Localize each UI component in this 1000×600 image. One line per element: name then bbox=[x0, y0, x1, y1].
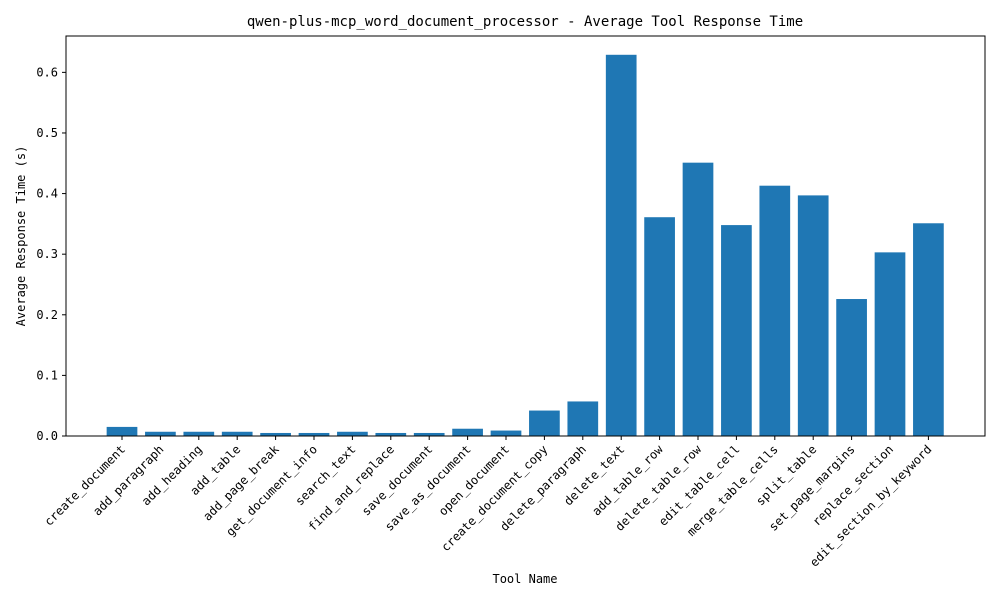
y-tick-label: 0.3 bbox=[36, 247, 58, 261]
bar-add-heading bbox=[183, 431, 215, 436]
x-tick-label: open_document bbox=[436, 442, 512, 518]
x-tick-label: save_document bbox=[359, 442, 435, 518]
bar-add-table bbox=[221, 431, 253, 436]
bar-merge-table-cells bbox=[759, 185, 791, 436]
bar-edit-section-by-keyword bbox=[913, 223, 944, 436]
y-tick-label: 0.0 bbox=[36, 429, 58, 443]
plot-frame bbox=[65, 35, 986, 437]
y-tick-label: 0.6 bbox=[36, 65, 58, 79]
bar-save-document bbox=[413, 432, 445, 436]
bars-group bbox=[106, 54, 944, 437]
bar-edit-table-cell bbox=[721, 225, 752, 436]
y-tick-label: 0.2 bbox=[36, 308, 58, 322]
y-axis: 0.0 0.1 0.2 0.3 0.4 0.5 0.6 bbox=[36, 65, 66, 443]
bar-open-document bbox=[490, 430, 522, 436]
bar-search-text bbox=[337, 431, 368, 436]
y-tick-label: 0.4 bbox=[36, 187, 58, 201]
x-tick-label: add_paragraph bbox=[90, 442, 166, 518]
chart-title: qwen-plus-mcp_word_document_processor - … bbox=[247, 14, 803, 30]
bar-create-document bbox=[106, 426, 138, 436]
bar-delete-paragraph bbox=[567, 401, 599, 436]
y-tick-label: 0.1 bbox=[36, 368, 58, 382]
bar-add-page-break bbox=[260, 432, 291, 436]
bar-add-table-row bbox=[644, 217, 675, 436]
bar-delete-text bbox=[605, 54, 637, 436]
bar-add-paragraph bbox=[145, 431, 176, 436]
x-tick-label: add_table_row bbox=[589, 442, 666, 519]
bar-create-document-copy bbox=[529, 410, 560, 436]
x-axis: create_documentadd_paragraphadd_headinga… bbox=[42, 436, 935, 570]
bar-find-and-replace bbox=[375, 432, 407, 436]
x-axis-label: Tool Name bbox=[492, 572, 557, 586]
bar-set-page-margins bbox=[836, 299, 867, 436]
bar-split-table bbox=[797, 195, 829, 436]
bar-delete-table-row bbox=[682, 162, 714, 437]
y-axis-label: Average Response Time (s) bbox=[14, 146, 28, 327]
bar-replace-section bbox=[874, 252, 906, 436]
bar-get-document-info bbox=[298, 432, 330, 436]
bar-save-as-document bbox=[452, 428, 483, 436]
y-tick-label: 0.5 bbox=[36, 126, 58, 140]
